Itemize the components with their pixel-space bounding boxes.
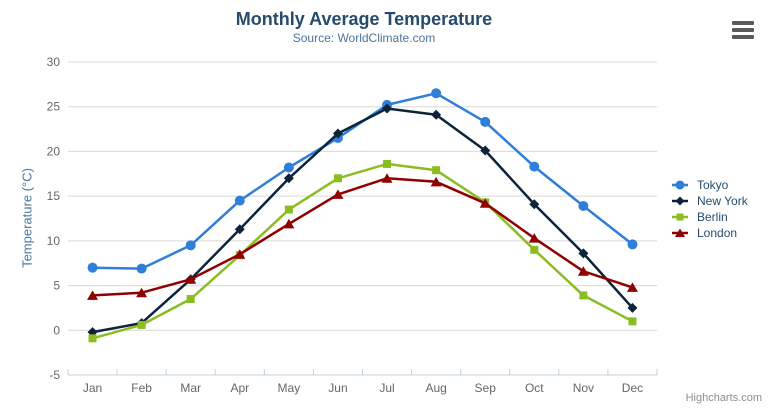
x-axis-label-feb: Feb [131, 381, 152, 395]
data-point-london[interactable] [283, 218, 295, 229]
data-point-tokyo[interactable] [431, 88, 442, 99]
data-point-tokyo[interactable] [136, 263, 147, 274]
legend-label: London [697, 226, 738, 240]
legend-item-london[interactable]: London [672, 225, 748, 241]
y-axis-label: 10 [47, 234, 61, 248]
data-point-london[interactable] [136, 287, 148, 298]
data-point-tokyo[interactable] [627, 239, 638, 250]
legend-symbol-marker [676, 213, 684, 221]
series-line-london [91, 177, 634, 297]
legend-item-berlin[interactable]: Berlin [672, 209, 748, 225]
data-point-new-york[interactable] [578, 248, 589, 259]
legend-symbol-marker [675, 228, 685, 237]
data-point-berlin[interactable] [628, 317, 637, 326]
data-point-berlin[interactable] [333, 174, 342, 183]
data-point-berlin[interactable] [186, 294, 195, 303]
x-axis-label-jul: Jul [379, 381, 394, 395]
credits-link[interactable]: Highcharts.com [685, 392, 762, 404]
data-point-berlin[interactable] [88, 334, 97, 343]
data-point-berlin[interactable] [432, 166, 441, 175]
hamburger-icon [732, 35, 754, 39]
y-axis-label: 20 [47, 144, 61, 158]
x-axis-label-dec: Dec [622, 381, 643, 395]
data-point-tokyo[interactable] [283, 162, 294, 173]
legend-item-new-york[interactable]: New York [672, 193, 748, 209]
data-point-london[interactable] [332, 189, 344, 199]
data-point-new-york[interactable] [529, 199, 540, 210]
x-axis-label-sep: Sep [475, 381, 497, 395]
x-axis-label-jan: Jan [83, 381, 102, 395]
legend-marker-square-icon [672, 213, 688, 221]
data-point-london[interactable] [626, 282, 638, 292]
legend-marker-circle-icon [672, 180, 688, 190]
y-axis-label: 5 [53, 279, 60, 293]
legend: Tokyo New York Berlin London [672, 177, 748, 241]
legend-item-tokyo[interactable]: Tokyo [672, 177, 748, 193]
data-point-tokyo[interactable] [529, 161, 540, 172]
data-point-berlin[interactable] [284, 205, 293, 214]
legend-marker-diamond-icon [672, 196, 688, 206]
series-line-tokyo [91, 92, 634, 270]
y-axis-label: -5 [49, 368, 60, 382]
data-point-tokyo[interactable] [185, 240, 196, 251]
data-point-tokyo[interactable] [578, 200, 589, 211]
legend-marker-triangle-icon [672, 228, 688, 237]
data-point-new-york[interactable] [234, 224, 245, 235]
x-axis-label-mar: Mar [180, 381, 201, 395]
data-point-london[interactable] [577, 266, 589, 276]
legend-label: Tokyo [697, 178, 729, 192]
data-point-tokyo[interactable] [480, 116, 491, 127]
legend-label: Berlin [697, 210, 728, 224]
x-axis-label-oct: Oct [525, 381, 544, 395]
data-point-berlin[interactable] [137, 320, 146, 329]
data-point-new-york[interactable] [480, 145, 491, 156]
legend-symbol-marker [675, 196, 685, 206]
data-point-berlin[interactable] [579, 291, 588, 300]
data-point-london[interactable] [430, 176, 442, 187]
data-point-new-york[interactable] [431, 109, 442, 120]
legend-label: New York [697, 194, 748, 208]
export-menu-button[interactable] [732, 21, 754, 39]
y-axis-label: 25 [47, 100, 61, 114]
series-line-berlin [91, 162, 634, 340]
series-line-new-york [91, 107, 634, 334]
x-axis-label-apr: Apr [230, 381, 249, 395]
data-point-berlin[interactable] [383, 159, 392, 168]
data-point-london[interactable] [528, 233, 540, 243]
data-point-london[interactable] [234, 249, 246, 259]
data-point-new-york[interactable] [332, 128, 343, 139]
y-axis-label: 0 [53, 323, 60, 337]
data-point-london[interactable] [185, 274, 197, 284]
legend-symbol-marker [675, 180, 685, 190]
data-point-tokyo[interactable] [87, 262, 98, 273]
x-axis-label-aug: Aug [425, 381, 446, 395]
data-point-new-york[interactable] [627, 302, 638, 313]
data-point-london[interactable] [87, 290, 99, 300]
data-point-tokyo[interactable] [234, 195, 245, 206]
data-point-berlin[interactable] [530, 245, 539, 254]
x-axis-label-nov: Nov [573, 381, 594, 395]
y-axis-label: 30 [47, 55, 61, 69]
hamburger-icon [732, 28, 754, 32]
data-point-london[interactable] [381, 173, 393, 183]
hamburger-icon [732, 21, 754, 25]
x-axis-label-may: May [278, 381, 301, 395]
data-point-london[interactable] [479, 198, 491, 208]
x-axis-label-jun: Jun [328, 381, 347, 395]
data-point-new-york[interactable] [283, 173, 294, 184]
y-axis-label: 15 [47, 189, 61, 203]
data-point-new-york[interactable] [382, 103, 393, 114]
